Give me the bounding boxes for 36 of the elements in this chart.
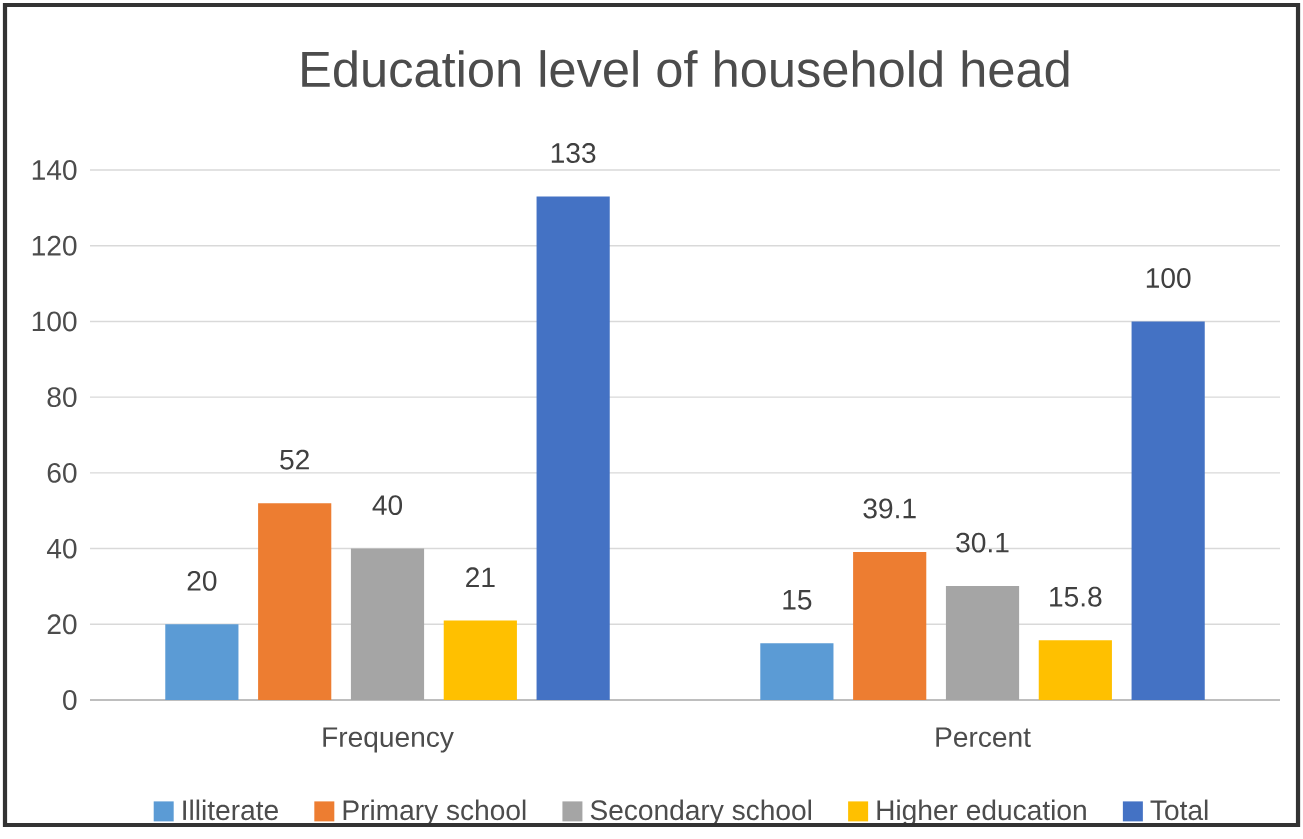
y-tick-label: 100 <box>32 311 77 332</box>
data-label: 100 <box>1146 267 1191 288</box>
data-label: 133 <box>551 142 596 163</box>
data-label: 39.1 <box>863 498 916 519</box>
bar <box>258 503 332 700</box>
x-tick-label: Percent <box>936 727 1031 747</box>
bar <box>1131 321 1205 700</box>
bar <box>853 551 927 700</box>
data-label: 40 <box>372 495 403 515</box>
y-tick-label: 60 <box>47 462 77 483</box>
bar <box>536 196 610 700</box>
bar <box>165 624 239 700</box>
data-label: 21 <box>466 567 495 587</box>
data-label: 52 <box>280 449 309 470</box>
bar <box>350 548 425 700</box>
data-label: 15 <box>783 589 812 610</box>
legend-label: Total <box>1150 799 1208 821</box>
y-tick-label: 80 <box>47 387 77 407</box>
data-label: 15.8 <box>1050 586 1102 607</box>
bar <box>443 620 517 700</box>
data-label: 30.1 <box>956 532 1009 553</box>
y-tick-label: 140 <box>32 159 77 180</box>
y-tick-label: 40 <box>46 538 77 559</box>
x-tick-label: Frequency <box>323 727 454 753</box>
y-tick-label: 20 <box>47 614 77 635</box>
data-label: 20 <box>187 570 217 591</box>
bar <box>945 585 1020 700</box>
y-tick-label: 120 <box>32 235 77 256</box>
bar <box>1038 640 1112 700</box>
y-tick-label: 0 <box>63 689 77 710</box>
legend-label: Secondary school <box>590 799 812 826</box>
bar <box>760 643 834 700</box>
chart-title: Education level of household head <box>302 50 1069 88</box>
legend-label: Primary school <box>343 799 526 826</box>
legend-label: Higher education <box>877 799 1086 826</box>
legend-label: Illiterate <box>183 799 278 821</box>
